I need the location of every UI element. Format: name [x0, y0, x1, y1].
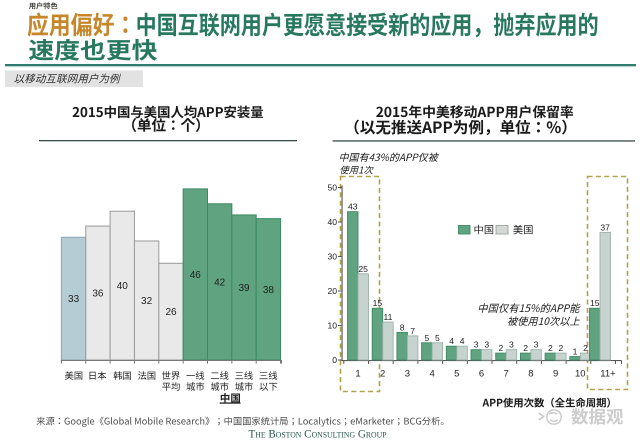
svg-text:50: 50	[327, 183, 337, 193]
svg-text:39: 39	[238, 283, 250, 294]
svg-text:26: 26	[165, 307, 177, 318]
svg-text:5: 5	[435, 333, 440, 343]
svg-text:20: 20	[327, 286, 337, 296]
svg-text:30: 30	[327, 252, 337, 262]
svg-text:40: 40	[117, 281, 129, 292]
svg-text:43: 43	[348, 202, 358, 212]
svg-text:40: 40	[327, 217, 337, 227]
svg-text:3: 3	[534, 340, 539, 350]
svg-text:7: 7	[504, 369, 509, 380]
svg-text:2: 2	[559, 343, 564, 353]
svg-text:1: 1	[573, 347, 578, 357]
svg-text:8: 8	[400, 322, 405, 332]
svg-text:10: 10	[327, 321, 337, 331]
svg-text:6: 6	[479, 369, 484, 380]
svg-text:9: 9	[553, 369, 558, 380]
svg-text:3: 3	[509, 340, 514, 350]
svg-text:11: 11	[383, 312, 392, 322]
svg-text:3: 3	[405, 369, 410, 380]
svg-text:2: 2	[548, 343, 553, 353]
svg-text:15: 15	[373, 298, 383, 308]
svg-text:37: 37	[600, 222, 610, 232]
svg-text:25: 25	[358, 264, 368, 274]
svg-text:4: 4	[460, 336, 465, 346]
svg-text:32: 32	[141, 296, 153, 307]
svg-text:7: 7	[410, 326, 415, 336]
svg-text:0: 0	[332, 355, 337, 365]
svg-text:2: 2	[583, 343, 588, 353]
svg-text:2: 2	[499, 343, 504, 353]
svg-text:11+: 11+	[600, 369, 616, 380]
svg-text:38: 38	[263, 285, 275, 296]
svg-text:3: 3	[474, 340, 479, 350]
svg-text:10: 10	[575, 369, 586, 380]
svg-text:1: 1	[355, 369, 360, 380]
svg-text:33: 33	[68, 294, 80, 305]
svg-text:42: 42	[214, 277, 226, 288]
svg-text:5: 5	[454, 369, 459, 380]
svg-text:4: 4	[449, 336, 454, 346]
svg-text:46: 46	[190, 270, 202, 281]
svg-text:15: 15	[590, 298, 600, 308]
svg-text:The Boston Consulting Group: The Boston Consulting Group	[249, 429, 388, 441]
svg-text:36: 36	[92, 289, 104, 300]
svg-text:2: 2	[523, 343, 528, 353]
svg-text:4: 4	[429, 369, 434, 380]
svg-text:5: 5	[425, 333, 430, 343]
svg-text:8: 8	[528, 369, 533, 380]
svg-text:2: 2	[380, 369, 385, 380]
svg-text:3: 3	[484, 340, 489, 350]
